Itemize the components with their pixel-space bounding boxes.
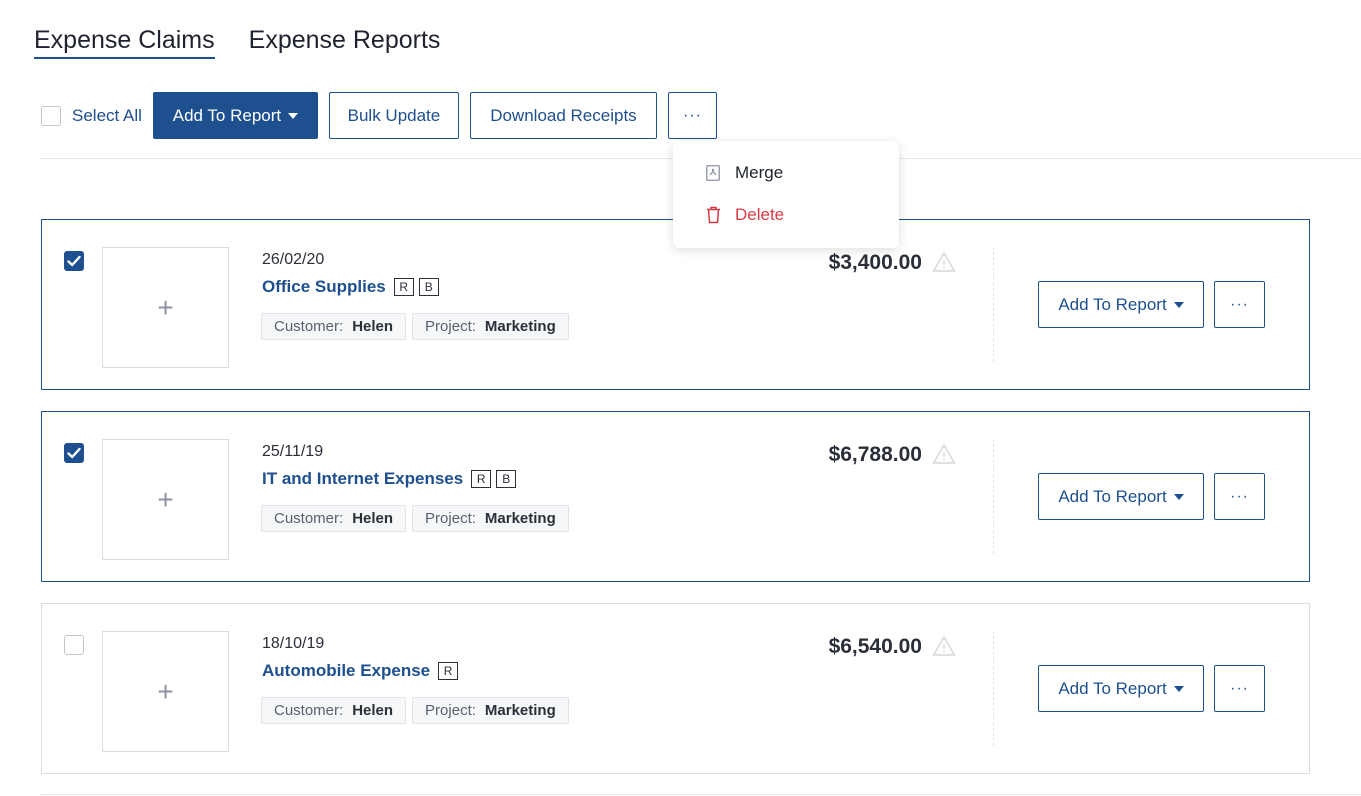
- more-dots-icon: ···: [1230, 487, 1249, 505]
- delete-label: Delete: [735, 205, 785, 224]
- download-receipts-button[interactable]: Download Receipts: [469, 92, 657, 139]
- list-bottom-divider: [41, 794, 1361, 795]
- plus-icon: +: [157, 675, 174, 707]
- expense-amount: $3,400.00: [828, 251, 922, 274]
- row-add-to-report-button[interactable]: Add To Report: [1038, 473, 1204, 520]
- project-tag-value: Marketing: [484, 510, 556, 527]
- receipt-upload-area[interactable]: +: [102, 631, 229, 752]
- more-actions-menu: Merge Delete: [673, 141, 899, 248]
- expense-category-link[interactable]: IT and Internet Expenses: [262, 469, 464, 488]
- merge-label: Merge: [735, 163, 784, 182]
- receipt-upload-area[interactable]: +: [102, 439, 229, 560]
- expense-date: 25/11/19: [262, 443, 324, 460]
- customer-tag: Customer: Helen: [261, 697, 407, 724]
- card-divider: [993, 631, 994, 746]
- caret-down-icon: [288, 112, 299, 119]
- warning-icon[interactable]: [932, 251, 956, 273]
- receipt-upload-area[interactable]: +: [102, 247, 229, 368]
- expense-date: 26/02/20: [262, 251, 325, 268]
- add-to-report-button[interactable]: Add To Report: [152, 92, 318, 139]
- more-dots-icon: ···: [1230, 295, 1249, 313]
- caret-down-icon: [1173, 493, 1184, 500]
- project-tag: Project: Marketing: [412, 313, 569, 340]
- badge-r: R: [393, 278, 414, 296]
- select-all-checkbox[interactable]: [41, 105, 61, 126]
- project-tag-value: Marketing: [484, 702, 556, 719]
- customer-tag-value: Helen: [352, 702, 394, 719]
- expense-amount: $6,540.00: [828, 635, 922, 658]
- more-dots-icon: ···: [682, 106, 702, 124]
- menu-item-delete[interactable]: Delete: [705, 205, 784, 225]
- row-add-to-report-label: Add To Report: [1058, 486, 1167, 506]
- card-divider: [993, 247, 994, 362]
- expense-category-link[interactable]: Automobile Expense: [262, 661, 431, 680]
- project-tag: Project: Marketing: [412, 505, 569, 532]
- row-more-button[interactable]: ···: [1214, 281, 1265, 328]
- row-checkbox[interactable]: [64, 443, 84, 463]
- card-divider: [993, 439, 994, 554]
- row-add-to-report-button[interactable]: Add To Report: [1038, 281, 1204, 328]
- customer-tag-label: Customer:: [274, 510, 344, 527]
- row-add-to-report-label: Add To Report: [1058, 294, 1167, 314]
- customer-tag: Customer: Helen: [261, 505, 407, 532]
- expense-tags: Customer: Helen Project: Marketing: [261, 313, 569, 340]
- caret-down-icon: [1173, 685, 1184, 692]
- customer-tag-value: Helen: [352, 318, 394, 335]
- row-add-to-report-label: Add To Report: [1058, 678, 1167, 698]
- plus-icon: +: [157, 483, 174, 515]
- row-add-to-report-button[interactable]: Add To Report: [1038, 665, 1204, 712]
- customer-tag-value: Helen: [352, 510, 394, 527]
- caret-down-icon: [1173, 301, 1184, 308]
- row-more-button[interactable]: ···: [1214, 473, 1265, 520]
- trash-icon: [705, 206, 721, 224]
- check-icon: [67, 255, 81, 267]
- tab-bar: Expense Claims Expense Reports: [34, 26, 440, 59]
- expense-card[interactable]: + 18/10/19 Automobile Expense R Customer…: [41, 603, 1310, 774]
- select-all-label[interactable]: Select All: [72, 105, 142, 125]
- more-dots-icon: ···: [1230, 679, 1249, 697]
- more-actions-button[interactable]: ···: [667, 92, 717, 139]
- plus-icon: +: [157, 291, 174, 323]
- badge-b: B: [496, 470, 517, 488]
- check-icon: [67, 447, 81, 459]
- customer-tag-label: Customer:: [274, 702, 344, 719]
- expense-tags: Customer: Helen Project: Marketing: [261, 505, 569, 532]
- bulk-update-button[interactable]: Bulk Update: [328, 92, 459, 139]
- project-tag-label: Project:: [425, 510, 476, 527]
- project-tag-label: Project:: [425, 318, 476, 335]
- badge-b: B: [418, 278, 439, 296]
- bulk-toolbar: Select All Add To Report Bulk Update Dow…: [41, 92, 717, 139]
- expense-date: 18/10/19: [262, 635, 325, 652]
- expense-amount: $6,788.00: [828, 443, 922, 466]
- badge-r: R: [438, 662, 459, 680]
- warning-icon[interactable]: [932, 635, 956, 657]
- tab-expense-claims[interactable]: Expense Claims: [34, 26, 215, 59]
- badge-group: R: [430, 662, 459, 680]
- row-checkbox[interactable]: [64, 251, 84, 271]
- expense-category-link[interactable]: Office Supplies: [262, 277, 386, 296]
- add-to-report-label: Add To Report: [172, 105, 282, 125]
- menu-item-merge[interactable]: Merge: [705, 163, 783, 183]
- badge-r: R: [471, 470, 492, 488]
- warning-icon[interactable]: [932, 443, 956, 465]
- merge-icon: [705, 164, 721, 182]
- project-tag-label: Project:: [425, 702, 476, 719]
- row-checkbox[interactable]: [64, 635, 84, 655]
- tab-expense-reports[interactable]: Expense Reports: [248, 26, 441, 54]
- customer-tag: Customer: Helen: [261, 313, 407, 340]
- project-tag: Project: Marketing: [412, 697, 569, 724]
- customer-tag-label: Customer:: [274, 318, 344, 335]
- project-tag-value: Marketing: [484, 318, 556, 335]
- row-more-button[interactable]: ···: [1214, 665, 1265, 712]
- expense-title-row: Automobile Expense R: [262, 661, 459, 681]
- expense-tags: Customer: Helen Project: Marketing: [261, 697, 569, 724]
